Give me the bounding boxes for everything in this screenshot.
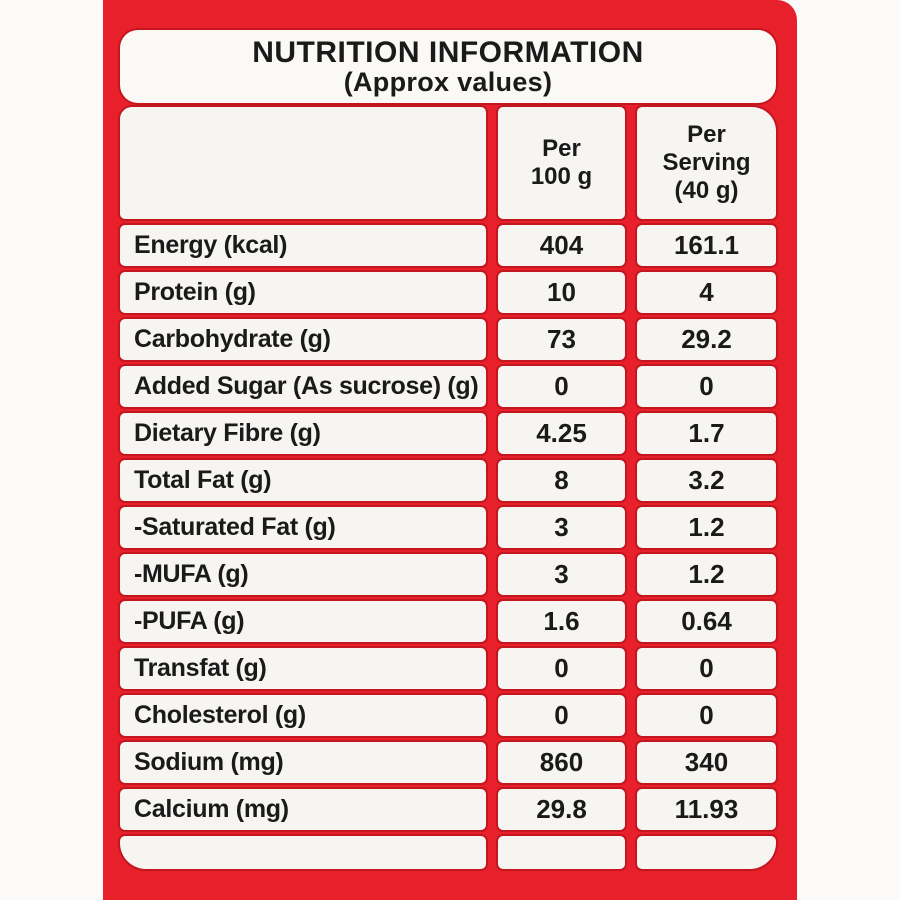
col-header-per-100g-label: Per 100 g [530,134,593,190]
value-calcium-per-serving: 11.93 [637,789,776,830]
row-label-total-fat: Total Fat (g) [120,460,486,501]
label-subtitle: (Approx values) [343,67,553,98]
empty-row-label-cell [120,836,486,869]
col-header-per-serving: Per Serving (40 g) [637,107,776,219]
value-saturated-fat-per-100g: 3 [498,507,625,548]
nutrition-label-panel: NUTRITION INFORMATION (Approx values) Pe… [103,0,797,900]
row-label-calcium: Calcium (mg) [120,789,486,830]
row-label-added-sugar: Added Sugar (As sucrose) (g) [120,366,486,407]
value-mufa-per-serving: 1.2 [637,554,776,595]
value-protein-per-serving: 4 [637,272,776,313]
row-label-sodium: Sodium (mg) [120,742,486,783]
value-cholesterol-per-serving: 0 [637,695,776,736]
row-label-cholesterol: Cholesterol (g) [120,695,486,736]
value-mufa-per-100g: 3 [498,554,625,595]
label-title: NUTRITION INFORMATION [252,35,644,69]
value-calcium-per-100g: 29.8 [498,789,625,830]
value-added-sugar-per-100g: 0 [498,366,625,407]
col-header-nutrient [120,107,486,219]
row-label-carbohydrate: Carbohydrate (g) [120,319,486,360]
col-header-per-serving-label: Per Serving (40 g) [662,120,751,205]
row-label-pufa: -PUFA (g) [120,601,486,642]
value-transfat-per-100g: 0 [498,648,625,689]
value-pufa-per-serving: 0.64 [637,601,776,642]
row-label-mufa: -MUFA (g) [120,554,486,595]
value-carbohydrate-per-serving: 29.2 [637,319,776,360]
value-energy-per-serving: 161.1 [637,225,776,266]
empty-row-per-100g-cell [498,836,625,869]
label-title-box: NUTRITION INFORMATION (Approx values) [120,30,776,103]
row-label-dietary-fibre: Dietary Fibre (g) [120,413,486,454]
value-cholesterol-per-100g: 0 [498,695,625,736]
value-dietary-fibre-per-serving: 1.7 [637,413,776,454]
col-header-per-100g: Per 100 g [498,107,625,219]
value-total-fat-per-serving: 3.2 [637,460,776,501]
value-total-fat-per-100g: 8 [498,460,625,501]
value-energy-per-100g: 404 [498,225,625,266]
value-sodium-per-100g: 860 [498,742,625,783]
row-label-saturated-fat: -Saturated Fat (g) [120,507,486,548]
row-label-transfat: Transfat (g) [120,648,486,689]
value-transfat-per-serving: 0 [637,648,776,689]
value-sodium-per-serving: 340 [637,742,776,783]
value-added-sugar-per-serving: 0 [637,366,776,407]
value-protein-per-100g: 10 [498,272,625,313]
empty-row-per-serving-cell [637,836,776,869]
value-pufa-per-100g: 1.6 [498,601,625,642]
value-carbohydrate-per-100g: 73 [498,319,625,360]
value-saturated-fat-per-serving: 1.2 [637,507,776,548]
value-dietary-fibre-per-100g: 4.25 [498,413,625,454]
row-label-energy: Energy (kcal) [120,225,486,266]
row-label-protein: Protein (g) [120,272,486,313]
nutrition-table: Per 100 g Per Serving (40 g) Energy (kca… [120,107,776,869]
